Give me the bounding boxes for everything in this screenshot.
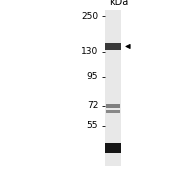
Text: kDa: kDa [109, 0, 128, 7]
Bar [105, 43, 121, 50]
Text: 130: 130 [81, 47, 98, 56]
Text: 55: 55 [87, 121, 98, 130]
Bar [105, 10, 121, 166]
Text: 250: 250 [81, 11, 98, 21]
Text: 95: 95 [87, 72, 98, 81]
Bar [105, 143, 121, 152]
Bar [106, 103, 120, 108]
Bar [106, 110, 120, 113]
Text: 72: 72 [87, 101, 98, 110]
